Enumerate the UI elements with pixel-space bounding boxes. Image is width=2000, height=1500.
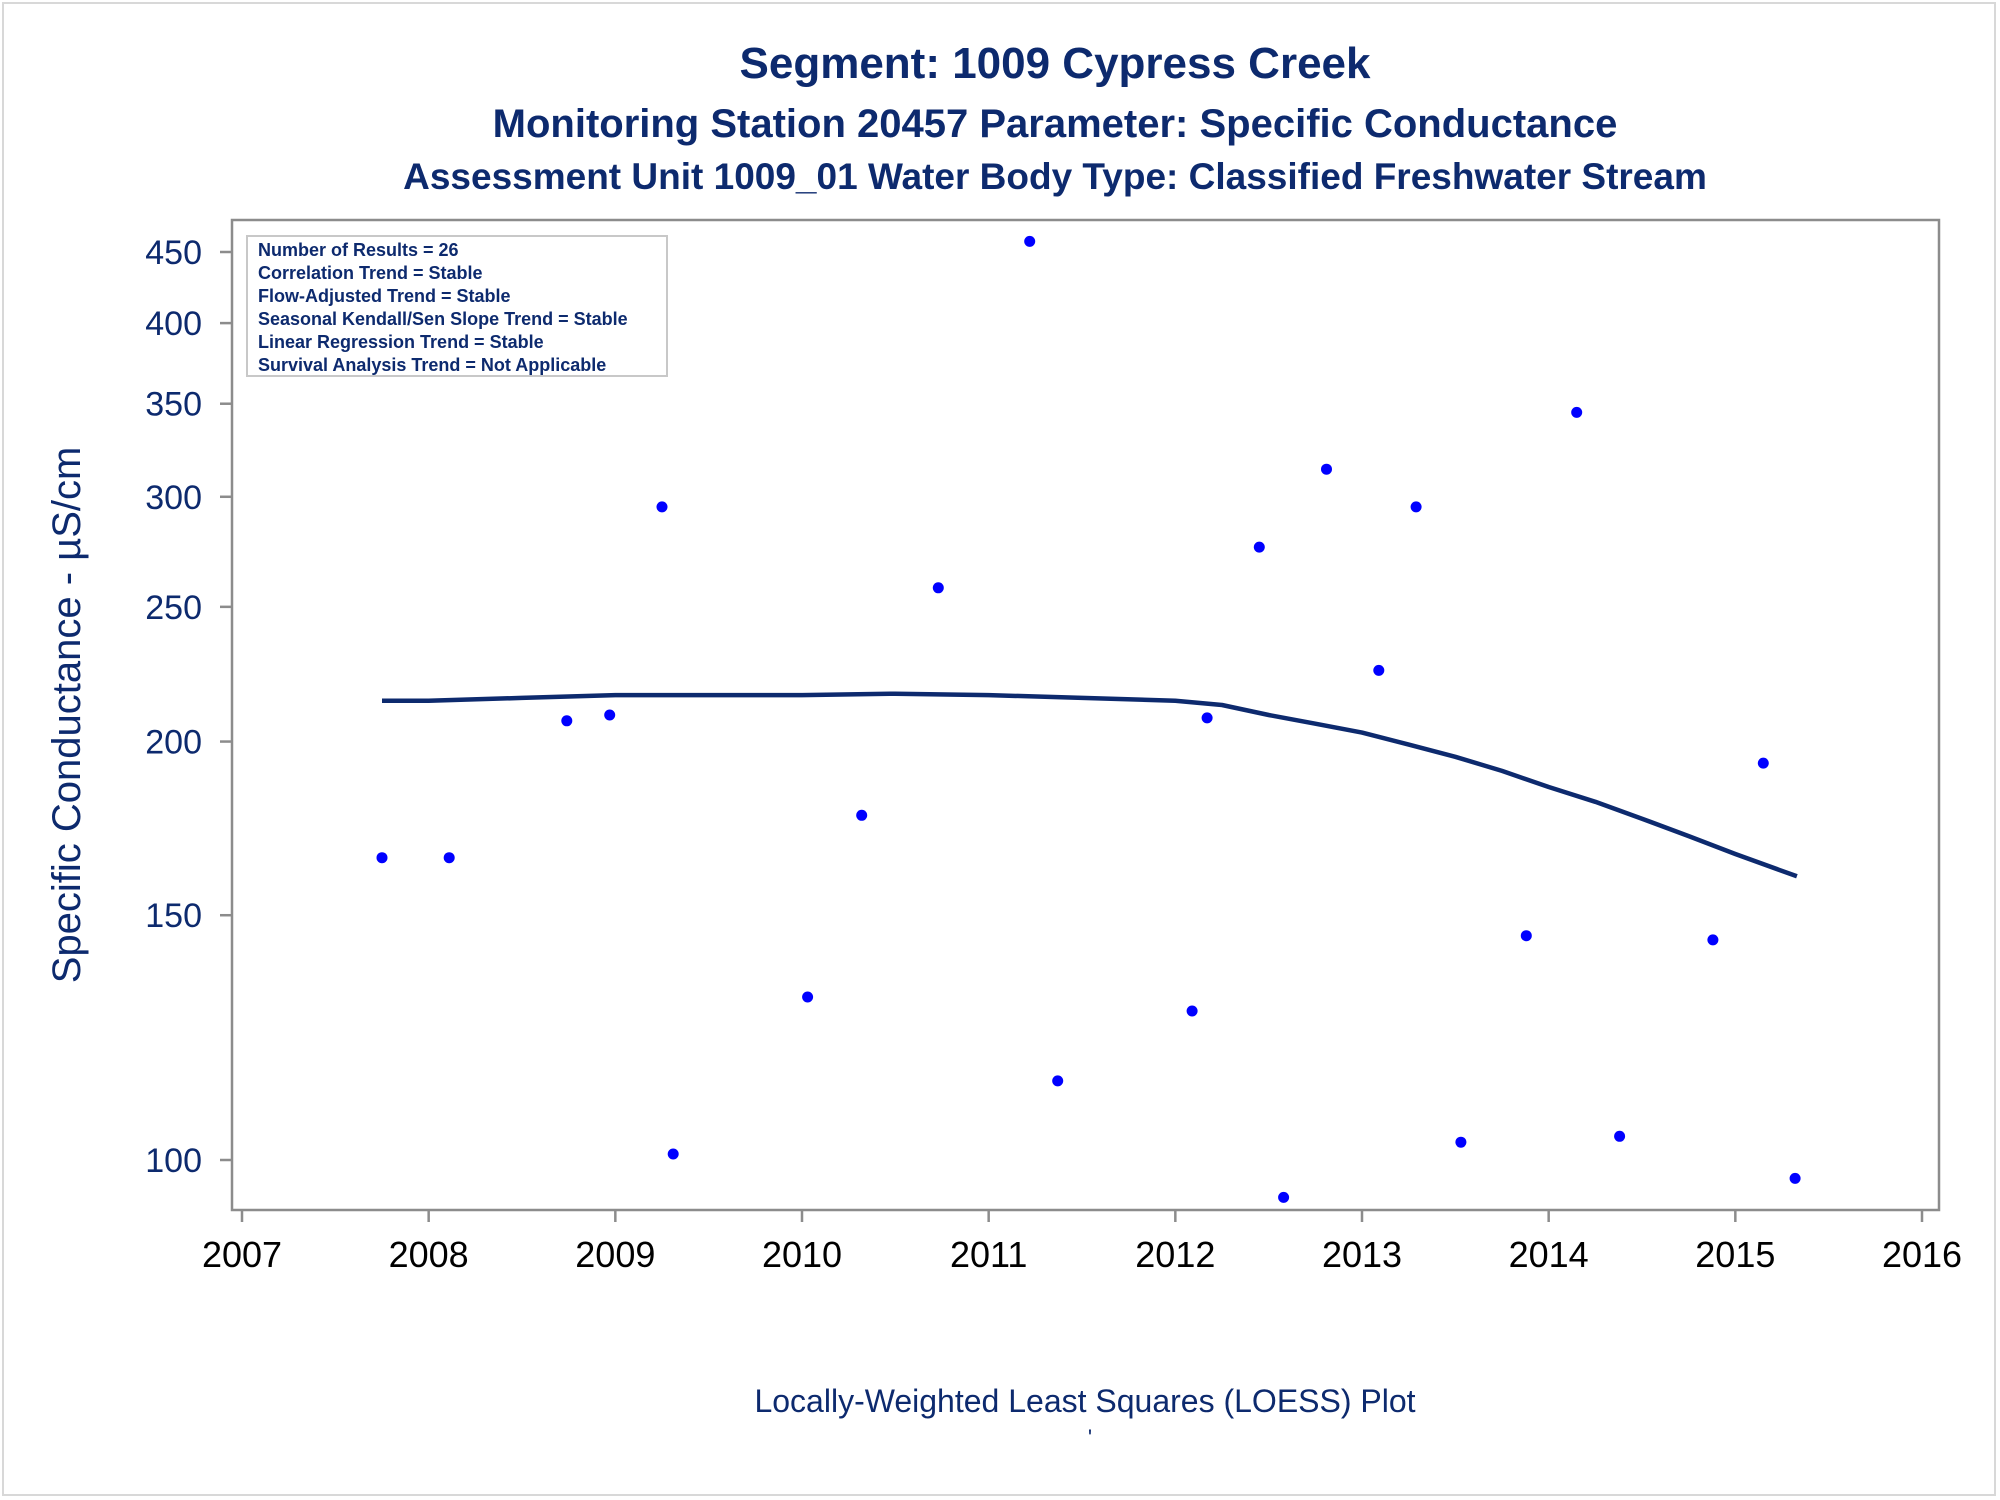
data-point bbox=[443, 852, 455, 864]
x-tick-label: 2008 bbox=[389, 1234, 469, 1275]
y-tick-label: 150 bbox=[145, 897, 202, 935]
data-point bbox=[1373, 664, 1385, 676]
y-tick-label: 300 bbox=[145, 479, 202, 517]
y-axis: 100 150 200 250 300 350 400 450 bbox=[145, 234, 232, 1180]
data-point bbox=[856, 809, 868, 821]
data-point bbox=[667, 1148, 679, 1160]
chart-subtitle-station: Monitoring Station 20457 Parameter: Spec… bbox=[493, 102, 1618, 146]
x-axis: 2007 2008 2009 2010 2011 2012 2013 2014 2015 2016 bbox=[202, 1210, 1962, 1275]
data-point bbox=[932, 582, 944, 594]
y-tick-label: 100 bbox=[145, 1142, 202, 1180]
stats-line: Flow-Adjusted Trend = Stable bbox=[258, 286, 511, 306]
stats-line: Survival Analysis Trend = Not Applicable bbox=[258, 355, 606, 375]
y-tick-label: 450 bbox=[145, 234, 202, 272]
plot-area-border bbox=[230, 218, 1941, 1212]
x-tick-label: 2016 bbox=[1882, 1234, 1962, 1275]
data-point bbox=[1757, 757, 1769, 769]
data-point bbox=[1410, 501, 1422, 513]
data-point bbox=[376, 852, 388, 864]
stats-box-border bbox=[246, 235, 668, 377]
stats-box: Number of Results = 26 Correlation Trend … bbox=[246, 235, 668, 377]
chart-subtitle-assessment: Assessment Unit 1009_01 Water Body Type:… bbox=[403, 156, 1707, 197]
data-point bbox=[604, 709, 616, 721]
data-point bbox=[561, 715, 573, 727]
stats-line: Linear Regression Trend = Stable bbox=[258, 332, 544, 352]
data-point bbox=[1614, 1130, 1626, 1142]
footnote-mark: ' bbox=[1088, 1425, 1092, 1450]
x-tick-label: 2010 bbox=[762, 1234, 842, 1275]
y-tick-label: 350 bbox=[145, 386, 202, 424]
data-point bbox=[656, 501, 668, 513]
scatter-series bbox=[376, 235, 1801, 1203]
y-tick-label: 200 bbox=[145, 724, 202, 762]
data-point bbox=[1321, 463, 1332, 475]
data-point bbox=[1789, 1172, 1801, 1184]
y-tick-label: 250 bbox=[145, 589, 202, 627]
footnote: Locally-Weighted Least Squares (LOESS) P… bbox=[754, 1383, 1415, 1419]
data-point bbox=[1186, 1005, 1198, 1017]
stats-line: Correlation Trend = Stable bbox=[258, 263, 483, 283]
y-axis-label: Specific Conductance - µS/cm bbox=[45, 447, 89, 984]
stats-line: Seasonal Kendall/Sen Slope Trend = Stabl… bbox=[258, 309, 628, 329]
loess-line bbox=[382, 691, 1798, 879]
y-tick-label: 400 bbox=[145, 305, 202, 343]
chart-title: Segment: 1009 Cypress Creek bbox=[740, 39, 1372, 88]
x-tick-label: 2007 bbox=[202, 1234, 282, 1275]
data-point bbox=[1278, 1191, 1290, 1203]
data-point bbox=[1455, 1136, 1467, 1148]
data-point bbox=[1024, 235, 1036, 247]
x-tick-label: 2012 bbox=[1135, 1234, 1215, 1275]
x-tick-label: 2009 bbox=[575, 1234, 655, 1275]
data-point bbox=[1571, 406, 1583, 418]
data-point bbox=[1052, 1075, 1064, 1087]
stats-line: Number of Results = 26 bbox=[258, 240, 459, 260]
data-point bbox=[802, 991, 814, 1003]
data-point bbox=[1201, 712, 1213, 724]
data-point bbox=[1520, 930, 1532, 942]
loess-series bbox=[382, 691, 1798, 879]
data-point bbox=[1707, 934, 1719, 946]
x-tick-label: 2014 bbox=[1509, 1234, 1589, 1275]
x-tick-label: 2015 bbox=[1695, 1234, 1775, 1275]
data-point bbox=[1253, 541, 1265, 553]
x-tick-label: 2013 bbox=[1322, 1234, 1402, 1275]
x-tick-label: 2011 bbox=[950, 1234, 1027, 1275]
